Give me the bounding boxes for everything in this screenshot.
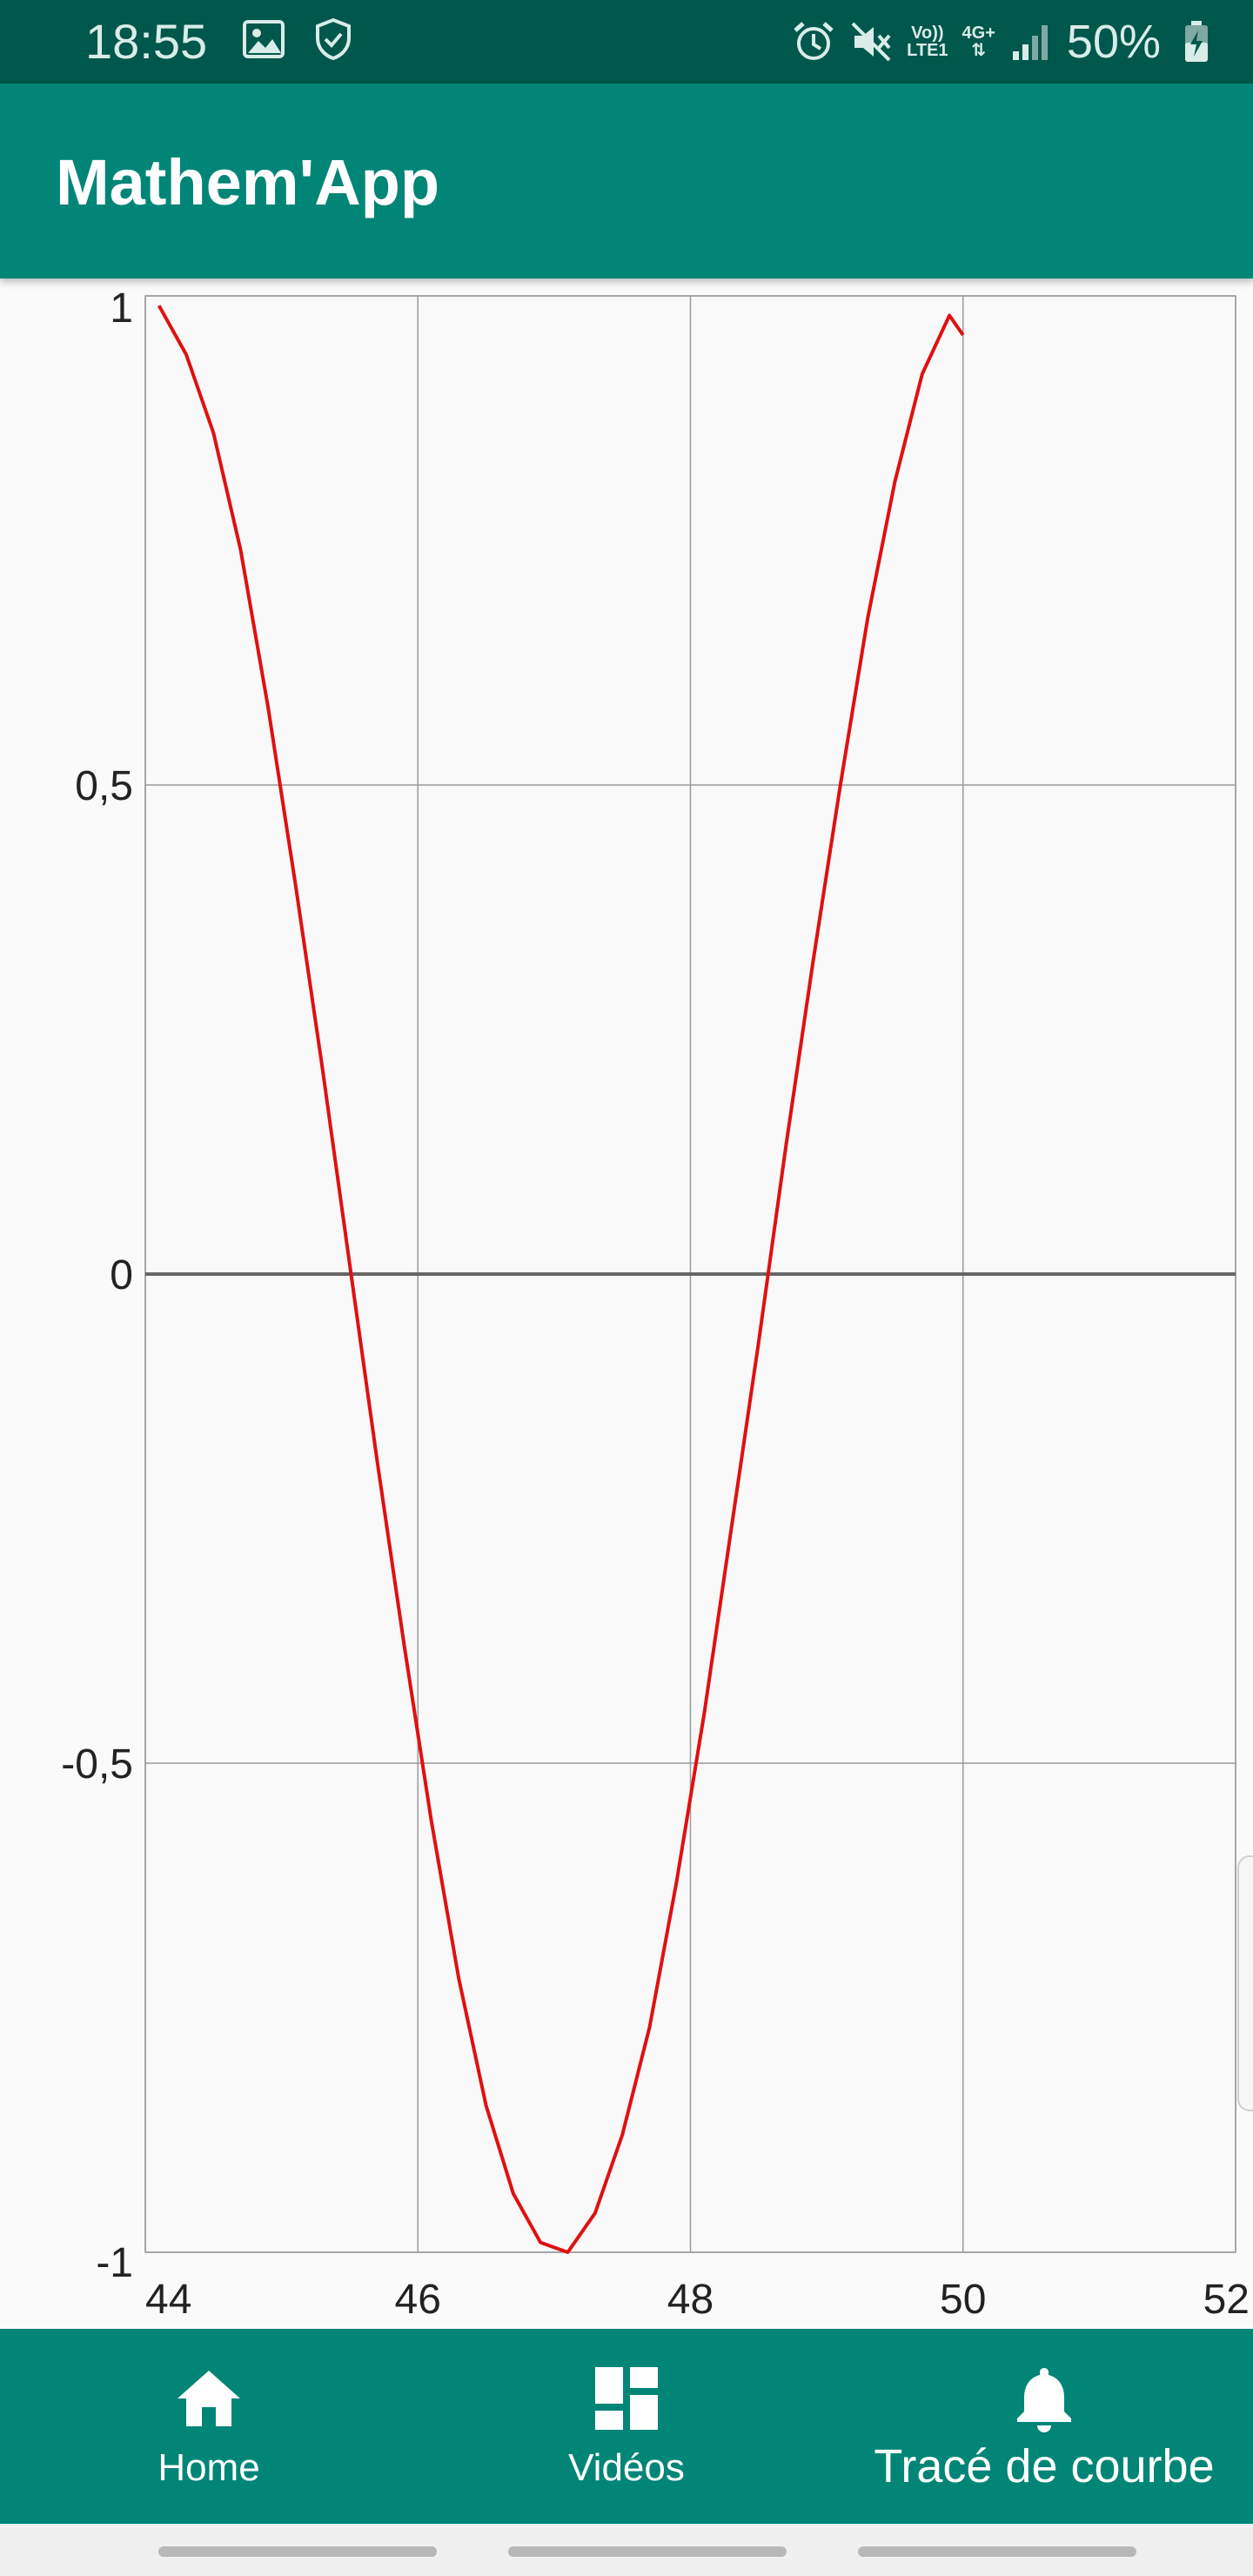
data-arrows-icon: ⇅ [971,41,987,60]
x-tick-label: 48 [667,2277,714,2323]
status-right-icons: Vo)) LTE1 4G+ ⇅ 50% [792,12,1218,71]
nav-label-videos: Vidéos [568,2446,685,2489]
volte-bottom-text: LTE1 [907,41,948,60]
y-tick-label: 1 [110,285,133,332]
shield-check-icon [312,17,355,61]
signal-icon [1009,20,1053,64]
gesture-pill-right[interactable] [858,2546,1136,2557]
nav-item-trace-courbe[interactable]: Tracé de courbe [835,2329,1253,2524]
status-time: 18:55 [85,14,208,69]
battery-percent: 50% [1066,16,1161,68]
curve-series-line [157,305,965,2254]
x-tick-label: 44 [145,2277,191,2323]
x-tick-label: 46 [395,2277,441,2323]
y-tick-label: -0,5 [61,1741,133,1788]
home-icon [174,2364,244,2433]
chart-area[interactable]: 44 46 48 50 52 -1 -0,5 0 0,5 1 [0,278,1253,2329]
gesture-pill-center[interactable] [508,2546,787,2557]
dashboard-icon [592,2364,661,2433]
network-type-indicator: 4G+ ⇅ [962,24,995,59]
status-bar: 18:55 [0,0,1253,84]
edge-panel-handle[interactable] [1237,1855,1253,2111]
nav-item-home[interactable]: Home [0,2329,418,2524]
nav-item-videos[interactable]: Vidéos [418,2329,835,2524]
bottom-navigation: Home Vidéos Tracé de courbe [0,2329,1253,2524]
network-type-text: 4G+ [962,23,995,43]
gesture-pill-left[interactable] [158,2546,437,2557]
nav-label-home: Home [157,2446,260,2489]
battery-charging-icon [1175,20,1218,64]
bell-icon [1009,2364,1079,2433]
y-tick-label: 0 [110,1252,133,1298]
volte-indicator: Vo)) LTE1 [907,24,948,59]
y-tick-label: -1 [96,2240,133,2286]
y-tick-label: 0,5 [75,763,133,809]
volte-top-text: Vo)) [911,23,944,43]
image-icon [242,17,285,61]
status-left-icons [242,17,355,61]
app-title: Mathem'App [56,146,440,218]
x-tick-label: 52 [1203,2277,1250,2323]
alarm-icon [792,20,835,64]
gesture-navigation-bar [0,2524,1253,2576]
mute-icon [849,20,893,64]
app-bar: Mathem'App [0,84,1253,278]
function-plot[interactable]: 44 46 48 50 52 -1 -0,5 0 0,5 1 [0,278,1253,2329]
x-tick-label: 50 [940,2277,986,2323]
nav-label-trace-courbe: Tracé de courbe [874,2440,1215,2492]
